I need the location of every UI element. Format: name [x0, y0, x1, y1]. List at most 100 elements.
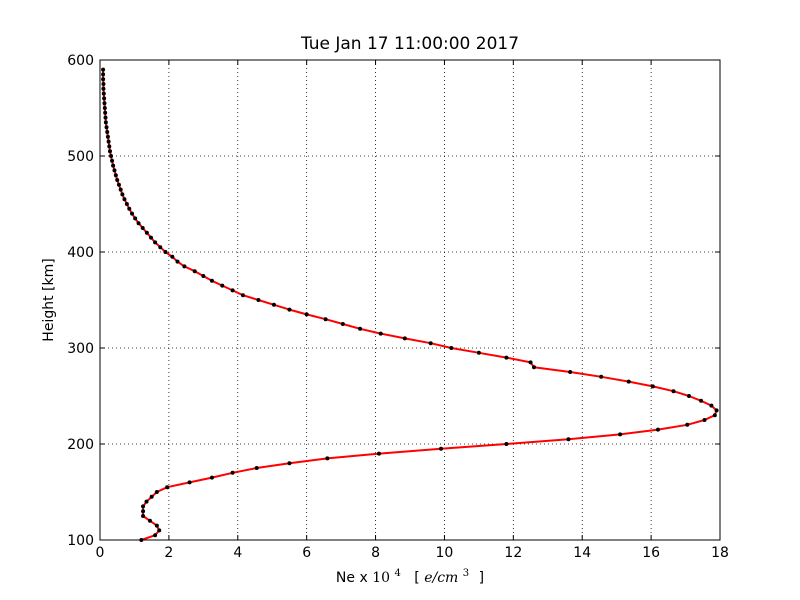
series-layer [101, 67, 719, 542]
data-point [626, 379, 631, 384]
data-point [106, 139, 111, 144]
data-point [504, 442, 509, 446]
data-point [127, 206, 132, 211]
x-tick-label: 4 [233, 545, 242, 561]
ticks [99, 59, 721, 541]
data-point [112, 168, 117, 173]
data-point [101, 77, 106, 82]
data-point [101, 67, 106, 72]
data-point [109, 154, 114, 158]
data-point [103, 115, 108, 120]
data-point [256, 298, 261, 302]
data-point [187, 480, 192, 485]
data-point [566, 437, 571, 442]
data-point [428, 341, 433, 346]
data-point [702, 418, 707, 422]
data-point [149, 494, 154, 499]
y-tick-label: 100 [67, 533, 94, 549]
data-point [230, 470, 235, 475]
data-point [271, 302, 276, 307]
data-point [141, 514, 146, 518]
data-point [147, 518, 152, 523]
data-point [130, 211, 135, 216]
data-point [650, 384, 655, 389]
data-point [102, 96, 107, 101]
y-tick-label: 600 [67, 53, 94, 69]
data-point [144, 230, 149, 235]
x-axis-label-unit: e/cm [424, 570, 458, 586]
data-point [671, 389, 676, 394]
data-point [136, 221, 141, 226]
data-point [103, 110, 108, 115]
data-point [714, 408, 719, 413]
data-point [201, 274, 206, 278]
grid [100, 60, 720, 540]
data-point [287, 307, 292, 312]
data-point [476, 350, 481, 355]
x-axis-label-base: 10 [372, 570, 390, 586]
data-point [116, 182, 121, 187]
x-axis-label: Ne x 10 4 [ e/cm 3 ] [336, 564, 484, 586]
x-tick-label: 0 [96, 545, 105, 561]
data-point [105, 130, 110, 134]
data-point [709, 403, 714, 408]
data-point [528, 360, 533, 365]
data-point [102, 106, 107, 110]
data-point [101, 86, 106, 91]
data-point [154, 523, 159, 528]
data-point [687, 394, 691, 398]
data-point [287, 461, 292, 466]
data-point [105, 134, 110, 139]
data-point [712, 413, 717, 418]
data-point [699, 398, 704, 403]
x-tick-label: 16 [642, 545, 660, 561]
data-point [504, 355, 509, 360]
data-point [101, 91, 106, 96]
data-point [402, 336, 407, 341]
data-point [110, 158, 115, 163]
x-tick-labels: 0 2 4 6 8 10 12 14 16 18 [96, 545, 729, 561]
data-point [304, 312, 309, 317]
data-point [101, 82, 106, 86]
plot-frame [99, 59, 721, 541]
data-point [358, 326, 363, 331]
chart-title: Tue Jan 17 11:00:00 2017 [300, 34, 519, 54]
data-point [449, 346, 454, 350]
data-point [154, 490, 159, 494]
data-point [104, 125, 109, 130]
x-tick-label: 8 [371, 545, 380, 561]
data-point [141, 509, 146, 514]
y-tick-label: 500 [67, 149, 94, 165]
y-axis-label: Height [km] [41, 258, 57, 341]
data-point [568, 370, 573, 374]
data-point [107, 149, 112, 154]
y-tick-label: 400 [67, 245, 94, 261]
data-point [240, 293, 245, 298]
data-point [120, 192, 125, 197]
data-point [230, 288, 235, 293]
x-axis-label-exponent: 4 [394, 568, 400, 579]
data-point [102, 101, 107, 106]
data-point [158, 245, 163, 250]
x-tick-label: 6 [302, 545, 311, 561]
series-line [102, 69, 718, 541]
data-point [685, 422, 690, 427]
data-point [656, 427, 660, 432]
data-point [103, 120, 108, 125]
data-point [439, 446, 443, 451]
y-tick-labels: 100 200 300 400 500 600 [67, 53, 94, 549]
data-point [141, 504, 146, 509]
data-point [153, 240, 158, 245]
x-axis-label-unit-open: [ [414, 570, 419, 586]
y-tick-label: 200 [67, 437, 94, 453]
x-axis-label-prefix: Ne x [336, 570, 372, 586]
x-tick-label: 18 [711, 545, 729, 561]
data-point [115, 178, 120, 182]
x-tick-label: 14 [573, 545, 591, 561]
data-point [182, 264, 187, 269]
x-tick-label: 12 [504, 545, 522, 561]
x-axis-label-unit-exponent: 3 [463, 568, 469, 579]
data-point [325, 456, 330, 461]
